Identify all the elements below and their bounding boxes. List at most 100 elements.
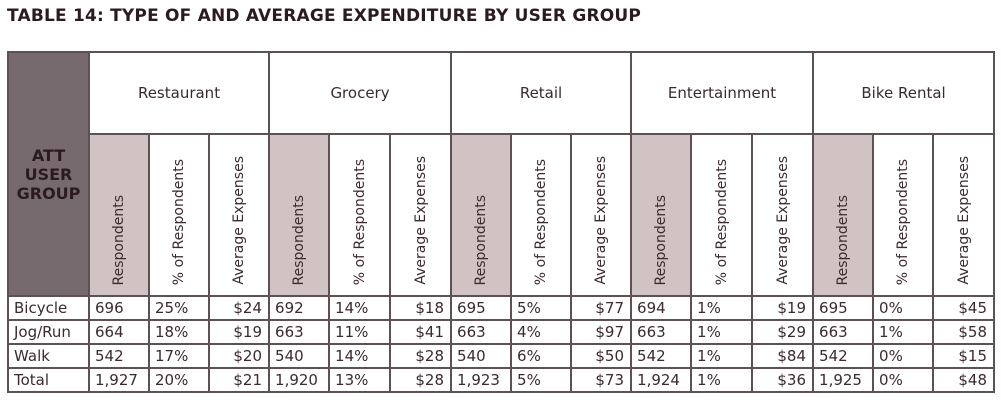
sub-header-cell: Average Expenses xyxy=(207,133,271,297)
table-cell: $58 xyxy=(932,319,996,345)
sub-header-row: Respondents % of Respondents Average Expen… xyxy=(8,133,996,297)
sub-header-cell: % of Respondents xyxy=(148,133,210,297)
table-cell: $41 xyxy=(389,319,453,345)
sub-header-cell: Average Expenses xyxy=(932,133,996,297)
table-cell: $48 xyxy=(932,367,996,393)
table-cell: $24 xyxy=(207,295,271,321)
category-retail: Retail xyxy=(450,51,633,135)
table-row: Jog/Run 664 18% $19 663 11% $41 663 4% $97 663 1% $2… xyxy=(7,319,996,345)
sub-header-cell: Respondents xyxy=(88,133,150,297)
sub-header-label: Average Expenses xyxy=(955,156,972,285)
table-cell: 1,927 xyxy=(88,367,150,393)
table-row: Walk 542 17% $20 540 14% $28 540 6% $50 542 1% $84 54… xyxy=(7,343,996,369)
sub-header-cell: % of Respondents xyxy=(872,133,935,297)
table-cell: $20 xyxy=(207,343,271,369)
sub-header-cell: % of Respondents xyxy=(328,133,392,297)
table-cell: 18% xyxy=(148,319,210,345)
sub-header-cell: Respondents xyxy=(450,133,513,297)
sub-header-cell: Respondents xyxy=(268,133,331,297)
category-restaurant: Restaurant xyxy=(87,51,271,135)
group-header-line: GROUP xyxy=(16,183,81,203)
sub-header-label: Respondents xyxy=(473,194,490,286)
table-cell: 1,920 xyxy=(268,367,331,393)
table-cell: 1% xyxy=(690,343,754,369)
sub-header-label: % of Respondents xyxy=(351,158,368,285)
table-cell: $15 xyxy=(932,343,996,369)
table-cell: 5% xyxy=(510,295,573,321)
table-cell: 696 xyxy=(88,295,150,321)
table-cell: 1% xyxy=(690,367,754,393)
table-cell: 1% xyxy=(690,295,754,321)
group-header-line: ATT xyxy=(31,145,66,165)
sub-header-cell: Average Expenses xyxy=(389,133,453,297)
sub-header-label: Average Expenses xyxy=(231,156,248,285)
table-cell: 692 xyxy=(268,295,331,321)
table-cell: 694 xyxy=(630,295,693,321)
table-cell: 1,924 xyxy=(630,367,693,393)
sub-header-cell: Average Expenses xyxy=(751,133,815,297)
table-cell: 5% xyxy=(510,367,573,393)
table-cell: 13% xyxy=(328,367,392,393)
sub-header-cell: Average Expenses xyxy=(570,133,633,297)
table-cell: $84 xyxy=(751,343,815,369)
row-label: Walk xyxy=(7,343,90,369)
table-cell: $50 xyxy=(570,343,633,369)
table-cell: 0% xyxy=(872,295,935,321)
sub-header-cell: % of Respondents xyxy=(510,133,573,297)
sub-header-cell: Respondents xyxy=(630,133,693,297)
category-grocery: Grocery xyxy=(268,51,453,135)
table-cell: 540 xyxy=(268,343,331,369)
table-row: Bicycle 696 25% $24 692 14% $18 695 5% $77 694 1% $1… xyxy=(7,295,996,321)
expenditure-table: ATT USER GROUP Restaurant Grocery Retail… xyxy=(7,51,996,393)
table-cell: 542 xyxy=(812,343,875,369)
table-cell: $18 xyxy=(389,295,453,321)
table-row: Total 1,927 20% $21 1,920 13% $28 1,923 5% $73 1,9… xyxy=(7,367,996,393)
table-cell: 4% xyxy=(510,319,573,345)
table-cell: 695 xyxy=(812,295,875,321)
user-group-header: ATT USER GROUP xyxy=(7,51,90,297)
table-cell: $77 xyxy=(570,295,633,321)
table-cell: 542 xyxy=(88,343,150,369)
category-bike-rental: Bike Rental xyxy=(812,51,996,135)
table-cell: 664 xyxy=(88,319,150,345)
table-cell: 663 xyxy=(630,319,693,345)
table-cell: 542 xyxy=(630,343,693,369)
sub-header-label: % of Respondents xyxy=(713,158,730,285)
sub-header-label: Respondents xyxy=(835,194,852,286)
table-cell: $45 xyxy=(932,295,996,321)
category-header-row: ATT USER GROUP Restaurant Grocery Retail… xyxy=(7,51,996,297)
table-cell: 1,923 xyxy=(450,367,513,393)
table-cell: 1% xyxy=(872,319,935,345)
sub-header-label: Average Expenses xyxy=(593,156,610,285)
table-cell: 17% xyxy=(148,343,210,369)
table-cell: 663 xyxy=(812,319,875,345)
sub-header-cell: Respondents xyxy=(812,133,875,297)
table-cell: $21 xyxy=(207,367,271,393)
sub-header-label: % of Respondents xyxy=(895,158,912,285)
sub-header-label: Respondents xyxy=(653,194,670,286)
row-label: Bicycle xyxy=(7,295,90,321)
table-cell: $19 xyxy=(207,319,271,345)
row-label: Total xyxy=(7,367,90,393)
table-cell: 14% xyxy=(328,343,392,369)
table-title: TABLE 14: TYPE OF AND AVERAGE EXPENDITUR… xyxy=(7,6,642,26)
table-cell: 20% xyxy=(148,367,210,393)
table-cell: $28 xyxy=(389,367,453,393)
table-cell: 695 xyxy=(450,295,513,321)
table-cell: 11% xyxy=(328,319,392,345)
table-cell: 0% xyxy=(872,367,935,393)
table-cell: $29 xyxy=(751,319,815,345)
table-cell: 1% xyxy=(690,319,754,345)
sub-header-label: % of Respondents xyxy=(171,158,187,285)
table-cell: 663 xyxy=(268,319,331,345)
sub-header-cell: % of Respondents xyxy=(690,133,754,297)
table-cell: 663 xyxy=(450,319,513,345)
sub-header-label: Average Expenses xyxy=(774,156,791,285)
sub-header-label: % of Respondents xyxy=(533,158,550,285)
table-cell: 14% xyxy=(328,295,392,321)
table-cell: $73 xyxy=(570,367,633,393)
table-cell: 6% xyxy=(510,343,573,369)
table-cell: 540 xyxy=(450,343,513,369)
table-cell: 0% xyxy=(872,343,935,369)
table-cell: $36 xyxy=(751,367,815,393)
